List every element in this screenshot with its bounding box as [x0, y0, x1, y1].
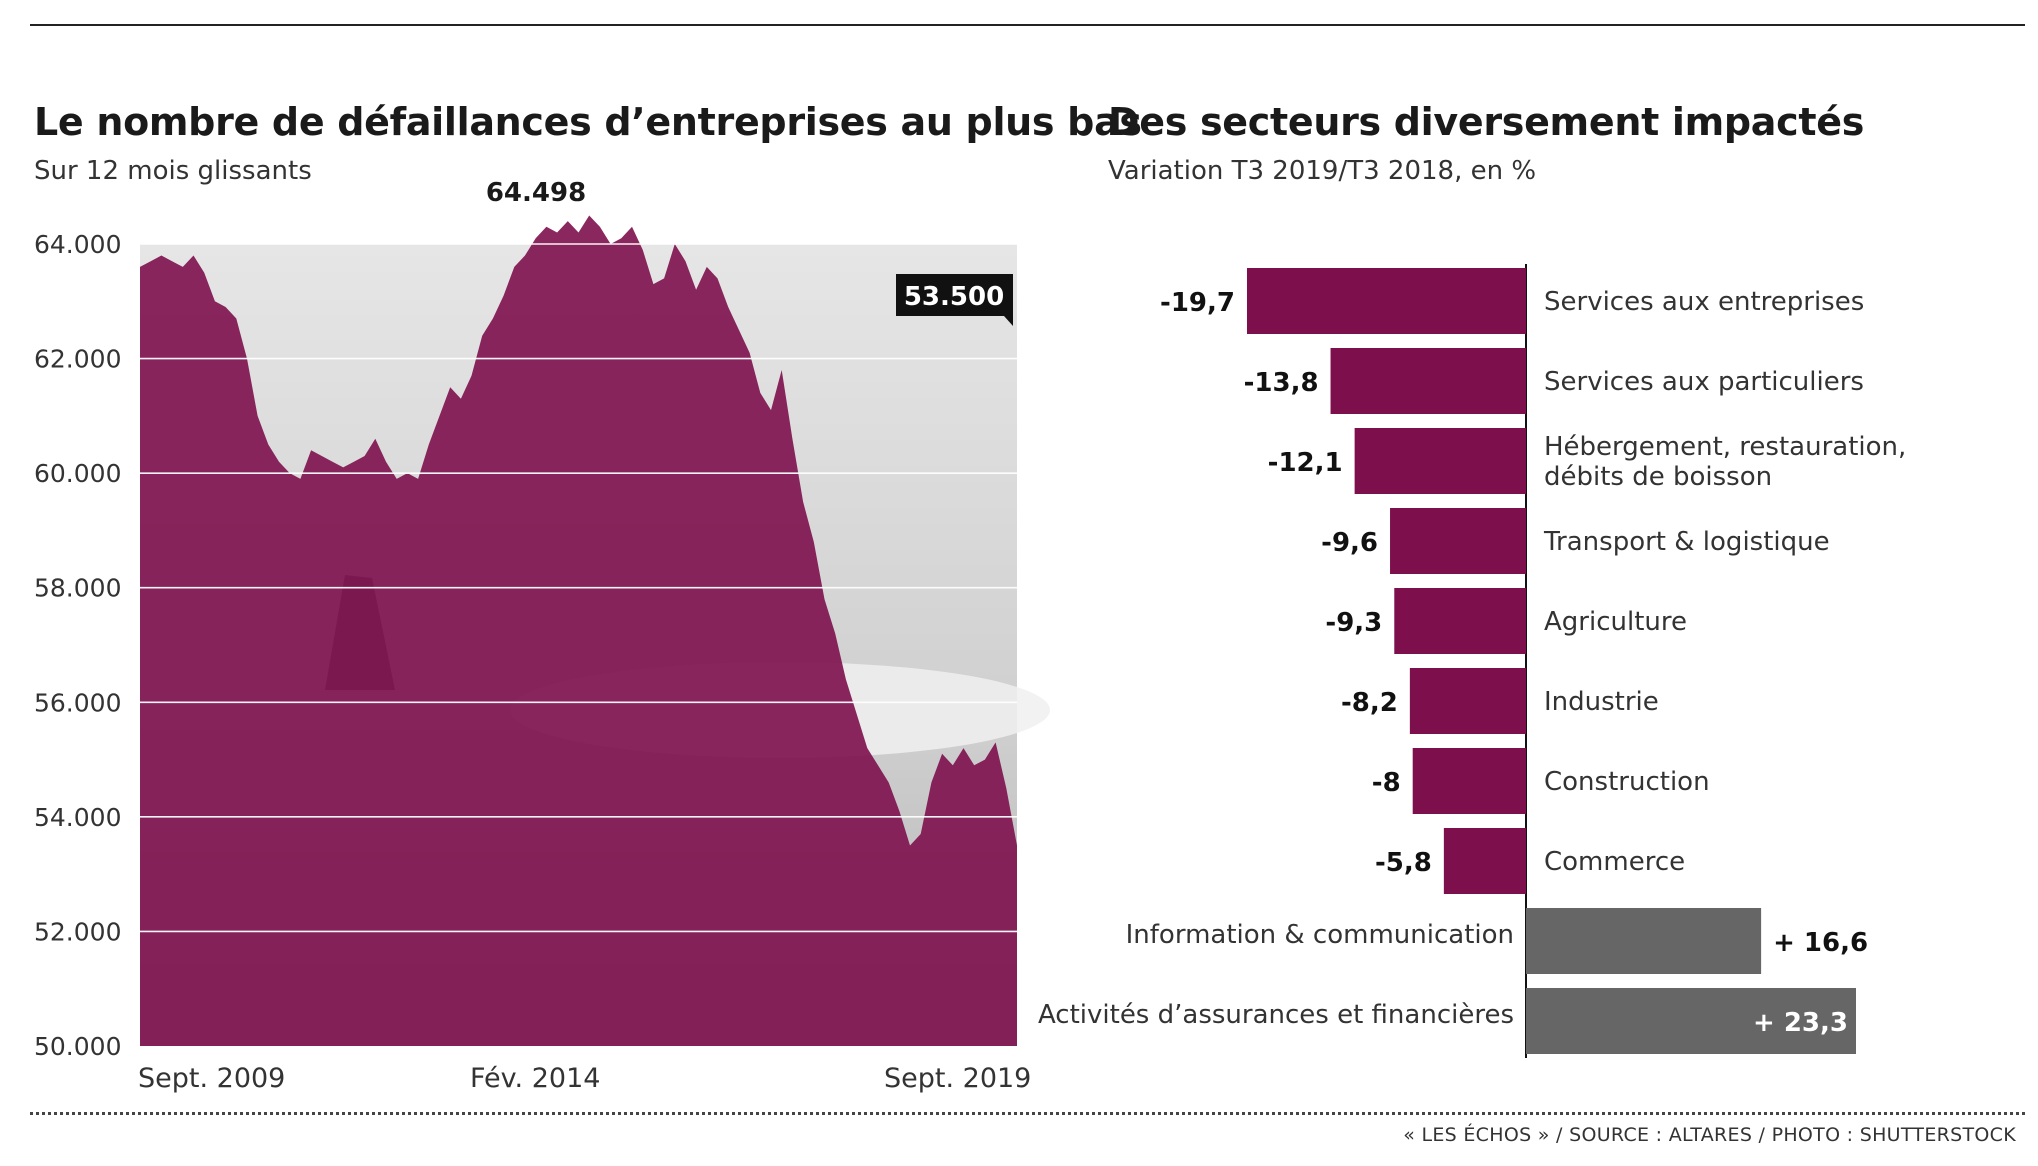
value-label: -13,8	[1244, 368, 1319, 398]
category-label: Commerce	[1544, 847, 1685, 877]
x-tick-label: Fév. 2014	[470, 1063, 600, 1094]
category-label: Activités d’assurances et financières	[1038, 1000, 1514, 1030]
y-tick-label: 58.000	[34, 574, 121, 603]
top-rule	[30, 24, 2025, 26]
value-label: -8,2	[1341, 688, 1398, 718]
bottom-dotted-rule	[30, 1112, 2025, 1115]
y-tick-label: 54.000	[34, 803, 121, 832]
last-value-label: 53.500	[904, 282, 1004, 312]
left-chart-subtitle: Sur 12 mois glissants	[34, 156, 312, 186]
sector-bar	[1412, 748, 1526, 814]
category-label: Information & communication	[1126, 920, 1514, 950]
sector-bar	[1394, 588, 1526, 654]
sector-bar	[1409, 668, 1526, 734]
left-chart-title: Le nombre de défaillances d’entreprises …	[34, 100, 1142, 144]
category-label: Industrie	[1544, 687, 1659, 717]
last-value-callout-box	[896, 274, 1013, 316]
sector-bar	[1246, 268, 1526, 334]
value-label: -9,6	[1321, 528, 1378, 558]
y-tick-label: 50.000	[34, 1032, 121, 1061]
value-label: -19,7	[1160, 288, 1235, 318]
sector-bar	[1526, 988, 1856, 1054]
value-label: + 23,3	[1753, 1008, 1848, 1038]
peak-value-label: 64.498	[486, 178, 586, 208]
category-label: Services aux entreprises	[1544, 287, 1864, 317]
category-label: Hébergement, restauration, débits de bois…	[1544, 432, 1906, 492]
value-label: -9,3	[1325, 608, 1382, 638]
failures-area-chart: 50.000 52.000 54.000 56.000 58.000 60.000 62.0…	[34, 178, 1050, 1094]
sector-bar	[1330, 348, 1526, 414]
callout-pointer-icon	[1004, 316, 1013, 326]
y-tick-label: 64.000	[34, 230, 121, 259]
y-tick-label: 60.000	[34, 459, 121, 488]
category-label: Construction	[1544, 767, 1710, 797]
value-label: + 16,6	[1773, 928, 1868, 958]
value-label: -8	[1372, 768, 1401, 798]
category-label: Transport & logistique	[1543, 527, 1830, 557]
y-tick-label: 62.000	[34, 345, 121, 374]
category-label: Agriculture	[1544, 607, 1687, 637]
y-tick-label: 52.000	[34, 917, 121, 946]
sector-bar	[1390, 508, 1526, 574]
right-chart-subtitle: Variation T3 2019/T3 2018, en %	[1108, 156, 1537, 186]
sector-bar	[1526, 908, 1762, 974]
x-tick-label: Sept. 2009	[138, 1063, 285, 1094]
x-tick-label: Sept. 2019	[884, 1063, 1031, 1094]
category-label: Services aux particuliers	[1544, 367, 1864, 397]
right-chart-title: Des secteurs diversement impactés	[1108, 100, 1865, 144]
sector-bar-chart: -19,7 Services aux entreprises -13,8 Servic…	[1038, 264, 1906, 1058]
value-label: -12,1	[1268, 448, 1343, 478]
sector-bar	[1354, 428, 1526, 494]
source-credit: « LES ÉCHOS » / SOURCE : ALTARES / PHOTO…	[1403, 1124, 2016, 1146]
failures-area	[140, 215, 1017, 1046]
y-tick-label: 56.000	[34, 688, 121, 717]
sector-bar	[1443, 828, 1526, 894]
value-label: -5,8	[1375, 848, 1432, 878]
